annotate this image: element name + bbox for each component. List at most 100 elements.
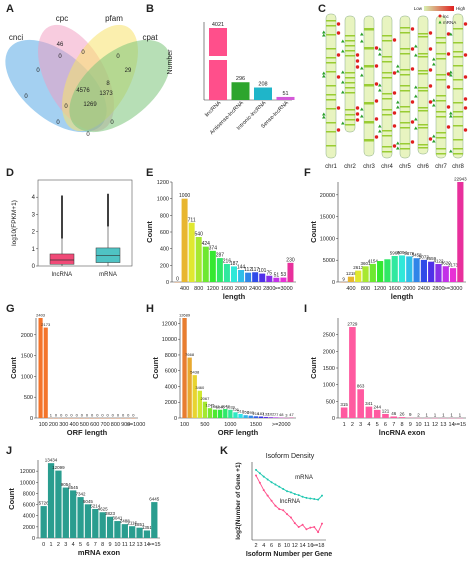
density-band [326, 20, 336, 22]
density-band [382, 109, 392, 111]
bar [209, 250, 216, 282]
marker-lnc [392, 111, 397, 115]
series-point [313, 498, 316, 501]
axis-label-y: Count [151, 357, 160, 379]
bar [287, 262, 294, 282]
tick-label-x: 1 [50, 542, 53, 548]
legend-mrna-marker [438, 20, 442, 24]
marker-lnc [446, 85, 451, 89]
tick-label-x: 14 [449, 422, 455, 428]
data-label: 12689 [179, 313, 191, 318]
data-label: 2729 [347, 322, 358, 327]
density-band [400, 69, 410, 71]
bar [231, 266, 237, 282]
axis-label-x: lncRNA exon [379, 428, 426, 437]
chromosome-label: chr4 [381, 164, 393, 170]
marker-mrna [360, 107, 364, 111]
panel-label-A: A [6, 3, 14, 15]
data-label: 208 [258, 82, 267, 88]
density-band [418, 90, 428, 92]
chromosome [399, 15, 411, 159]
series-point [278, 508, 281, 511]
series-point [289, 516, 292, 519]
panel-label-H: H [146, 303, 154, 315]
venn-count: 0 [116, 54, 120, 60]
density-band [453, 148, 463, 150]
bar [254, 87, 272, 100]
density-band [345, 124, 355, 126]
data-label: 132 [263, 411, 270, 416]
series-point [282, 487, 285, 490]
bar [413, 258, 420, 282]
tick-label-x: 10 [114, 542, 120, 548]
data-label: 117 [251, 267, 259, 273]
data-label: 77 [274, 412, 279, 417]
series-point [297, 526, 300, 529]
bar [77, 497, 84, 538]
venn-count: 0 [58, 54, 62, 60]
density-band [382, 35, 392, 37]
density-band [364, 122, 374, 124]
legend-low: Low [414, 6, 423, 11]
tick-label-x: 500 [80, 422, 89, 428]
data-label: 1 [434, 412, 437, 417]
tick-label-y: 1000 [323, 383, 335, 389]
density-band [418, 110, 428, 112]
marker-lnc [392, 91, 397, 95]
bar [197, 390, 202, 418]
bar [442, 266, 449, 282]
legend-gradient [424, 6, 454, 11]
data-label: 1039 [226, 404, 236, 409]
density-band [400, 127, 410, 129]
marker-lnc [392, 144, 397, 148]
series-point [309, 497, 312, 500]
tick-label-x: 4 [262, 543, 265, 549]
data-label: 5968 [390, 250, 401, 255]
density-band [345, 87, 355, 89]
tick-label-y: 0 [32, 264, 36, 270]
series-point [262, 475, 265, 478]
axis-label-y: Number [167, 49, 174, 75]
marker-mrna [322, 30, 326, 34]
data-label: 726 [232, 407, 239, 412]
marker-mrna [360, 32, 364, 36]
data-label: 512 [237, 408, 244, 413]
data-label: 358 [242, 410, 249, 415]
data-label: 1 [426, 412, 429, 417]
density-band [345, 35, 355, 37]
marker-lnc [446, 105, 451, 109]
density-band [364, 121, 374, 123]
chromosome-label: chr3 [363, 164, 375, 170]
data-label: 0 [70, 413, 73, 418]
tick-label-x: 13 [137, 542, 143, 548]
marker-mrna [378, 52, 382, 56]
marker-lnc [336, 128, 341, 132]
tick-label-x: 14 [300, 543, 306, 549]
tick-label-x: 12 [129, 542, 135, 548]
density-band [400, 48, 410, 50]
tick-label-y: 2000 [323, 349, 335, 355]
data-label: 1851 [135, 522, 146, 527]
data-label: 0 [107, 413, 110, 418]
tick-label-y: 0 [166, 280, 169, 286]
chart-B: Number4021lincRNA296Antisense-lncRNA208I… [167, 22, 295, 136]
data-label: 8545 [68, 485, 79, 490]
bar [70, 490, 77, 538]
marker-lnc [336, 53, 341, 57]
bar [435, 264, 442, 282]
density-band [326, 108, 336, 110]
data-label: 0 [91, 413, 94, 418]
marker-lnc [446, 32, 451, 36]
tick-label-y: 1 [32, 247, 36, 253]
bar [192, 375, 197, 418]
data-label: 183 [258, 411, 265, 416]
tick-label-x: 1600 [389, 286, 401, 292]
axis-label-x: mRNA exon [78, 548, 121, 557]
density-band [326, 94, 336, 96]
tick-label-x: 2 [351, 422, 354, 428]
tick-label-x: 800 [111, 422, 120, 428]
data-label: 863 [357, 384, 365, 389]
bar [55, 470, 62, 538]
density-band [418, 53, 428, 55]
density-band [382, 72, 392, 74]
